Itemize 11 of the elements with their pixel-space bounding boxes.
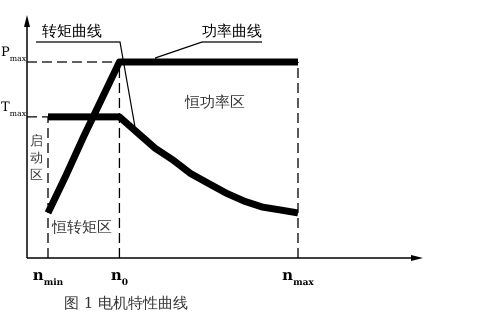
legend-label: 转矩曲线 [42, 22, 102, 40]
annotation: 恒转矩区 [51, 218, 112, 236]
x-tick-label: n$_{max}$ [282, 266, 314, 288]
ref-line-label: T$_{max}$ [1, 100, 27, 118]
annotation: 恒功率区 [184, 93, 245, 111]
series-label: 功率曲线 [202, 22, 262, 40]
x-tick-label: n$_{min}$ [32, 266, 64, 288]
caption: 图 1 电机特性曲线 [64, 294, 188, 312]
x-tick-label: n$_{0}$ [110, 266, 128, 288]
annotation: 启动区 [30, 133, 43, 183]
ref-line-label: P$_{max}$ [1, 45, 27, 62]
